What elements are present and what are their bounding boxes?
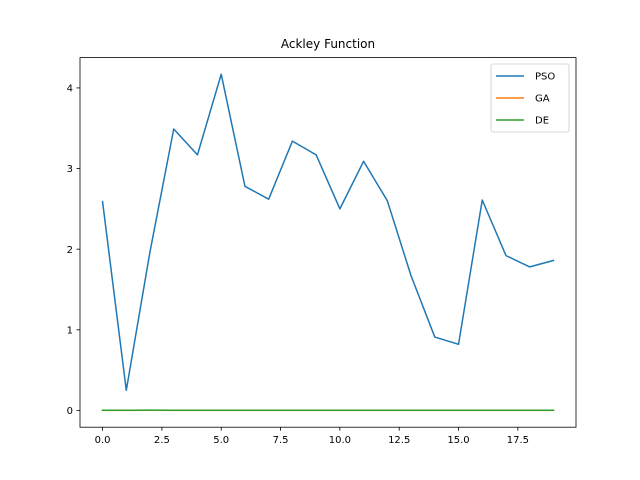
y-tick-label: 2 <box>67 245 73 256</box>
y-tick-label: 4 <box>67 84 73 95</box>
legend-label-pso: PSO <box>535 72 555 83</box>
x-tick-label: 5.0 <box>213 435 229 446</box>
x-tick-label: 10.0 <box>329 435 351 446</box>
plot-frame <box>79 57 577 428</box>
y-tick-label: 0 <box>67 406 73 417</box>
y-tick-label: 1 <box>67 325 73 336</box>
series-layer <box>101 73 555 412</box>
x-tick-label: 7.5 <box>273 435 289 446</box>
x-tick-label: 12.5 <box>388 435 410 446</box>
x-tick-label: 0.0 <box>95 435 111 446</box>
legend-box <box>490 63 570 133</box>
chart-title: Ackley Function <box>281 37 375 51</box>
legend-label-de: DE <box>535 116 549 127</box>
series-line-pso <box>101 73 555 392</box>
y-axis: 0 1 2 3 4 <box>67 84 80 417</box>
legend: PSO GA DE <box>490 63 570 133</box>
x-tick-label: 15.0 <box>447 435 469 446</box>
axes-layer <box>79 57 577 428</box>
y-tick-label: 3 <box>67 164 73 175</box>
x-axis: 0.0 2.5 5.0 7.5 10.0 12.5 15.0 17.5 <box>95 427 529 446</box>
legend-label-ga: GA <box>535 94 550 105</box>
x-tick-label: 2.5 <box>154 435 170 446</box>
x-tick-label: 17.5 <box>507 435 529 446</box>
